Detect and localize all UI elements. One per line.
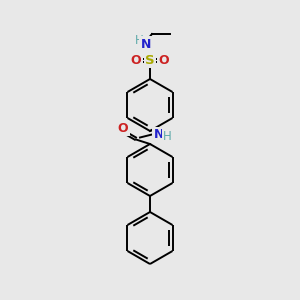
Text: N: N <box>154 128 164 141</box>
Text: S: S <box>145 53 155 67</box>
Text: H: H <box>135 34 143 47</box>
Text: N: N <box>141 38 151 50</box>
Text: H: H <box>163 130 171 143</box>
Text: O: O <box>131 53 141 67</box>
Text: O: O <box>118 122 128 135</box>
Text: O: O <box>159 53 169 67</box>
